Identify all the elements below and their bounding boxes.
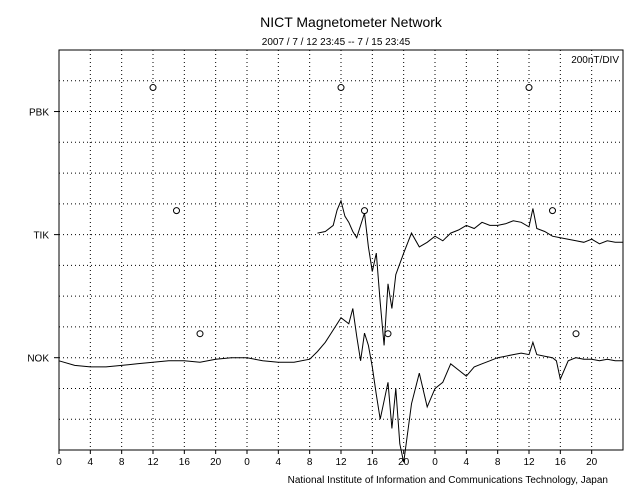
x-tick-label: 4 <box>88 457 94 468</box>
x-tick-label: 20 <box>398 457 410 468</box>
chart-title: NICT Magnetometer Network <box>260 14 443 30</box>
x-tick-label: 0 <box>432 457 438 468</box>
x-tick-label: 0 <box>244 457 250 468</box>
station-label-nok: NOK <box>27 354 49 365</box>
x-tick-label: 12 <box>147 457 159 468</box>
grid <box>59 50 623 450</box>
station-marker <box>572 330 580 338</box>
station-label-pbk: PBK <box>29 108 49 119</box>
x-tick-label: 16 <box>179 457 191 468</box>
x-tick-label: 12 <box>523 457 535 468</box>
chart-subtitle: 2007 / 7 / 12 23:45 -- 7 / 15 23:45 <box>262 37 411 48</box>
station-marker <box>173 207 180 215</box>
x-tick-label: 0 <box>56 457 62 468</box>
x-tick-label: 4 <box>464 457 470 468</box>
x-tick-label: 16 <box>555 457 567 468</box>
x-tick-label: 8 <box>119 457 125 468</box>
station-marker <box>384 330 392 338</box>
x-tick-label: 4 <box>276 457 282 468</box>
station-traces <box>58 199 623 463</box>
station-marker <box>196 330 204 338</box>
station-markers <box>149 84 580 338</box>
x-tick-label: 16 <box>367 457 379 468</box>
station-marker <box>361 207 368 215</box>
station-marker <box>149 84 157 92</box>
station-label-tik: TIK <box>33 231 49 242</box>
trace-nok <box>58 308 623 463</box>
x-tick-label: 8 <box>495 457 501 468</box>
x-tick-label: 12 <box>335 457 347 468</box>
trace-tik <box>317 199 623 346</box>
x-tick-label: 8 <box>307 457 313 468</box>
scale-label: 200nT/DIV <box>571 55 619 66</box>
station-marker <box>549 207 556 215</box>
station-marker <box>337 84 345 92</box>
footer-credit: National Institute of Information and Co… <box>288 475 608 486</box>
station-labels: PBK TIK NOK <box>27 108 59 365</box>
station-marker <box>525 84 533 92</box>
x-tick-label: 20 <box>210 457 222 468</box>
x-tick-label: 20 <box>586 457 598 468</box>
x-axis-ticks: 0 4 8 12 16 20 0 4 8 12 16 20 0 4 8 12 16 20 <box>56 450 598 468</box>
